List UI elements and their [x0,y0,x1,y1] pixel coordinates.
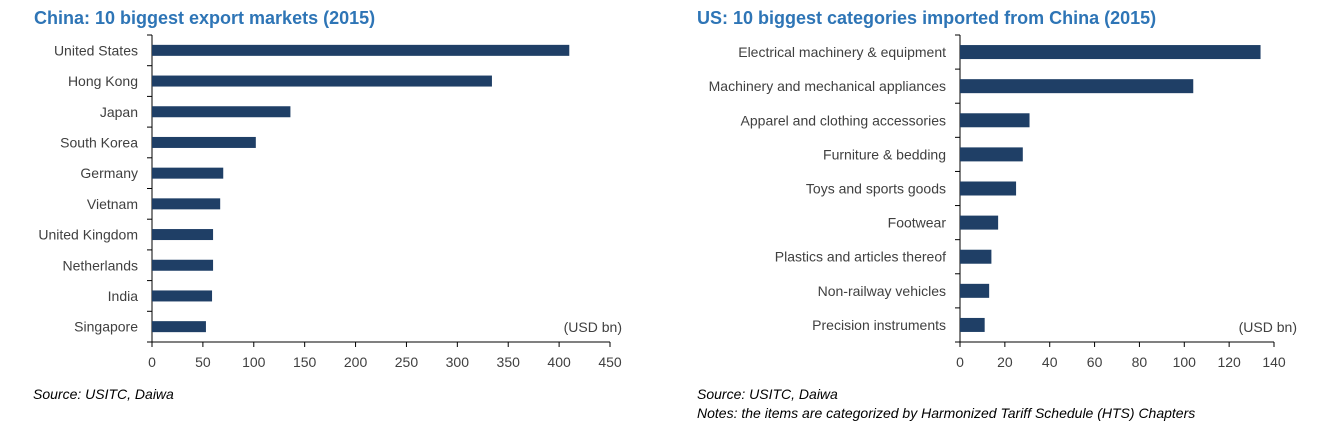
chart1-x-tick-label: 0 [148,354,156,370]
chart1-category-label: United States [54,42,138,58]
chart2-title: US: 10 biggest categories imported from … [697,8,1157,28]
chart2-x-tick-label: 20 [997,354,1013,370]
chart1-category-label: India [108,288,139,304]
chart1-bar [152,290,213,302]
chart2-unit-label: (USD bn) [1239,319,1297,335]
chart1-source: Source: USITC, Daiwa [33,386,174,402]
chart2-category-label: Apparel and clothing accessories [741,112,946,128]
chart1-bar [152,136,256,148]
chart2-bar [960,283,990,298]
chart2-category-label: Footwear [888,215,947,231]
chart1-category-label: Vietnam [87,196,138,212]
chart2-notes: Notes: the items are categorized by Harm… [697,405,1196,421]
chart2-category-label: Plastics and articles thereof [775,249,946,265]
chart2-bar [960,181,1017,196]
chart1-category-label: Japan [100,104,138,120]
chart2-category-label: Furniture & bedding [823,146,946,162]
chart2-x-tick-label: 60 [1087,354,1103,370]
chart1-bar [152,75,492,87]
chart1-x-tick-label: 450 [598,354,622,370]
chart1-category-label: Singapore [74,319,138,335]
chart2-x-tick-label: 40 [1042,354,1058,370]
chart1-bar [152,229,214,241]
chart1-category-label: Hong Kong [68,73,138,89]
chart2-x-tick-label: 80 [1132,354,1148,370]
chart1-x-tick-label: 250 [395,354,419,370]
chart2-category-label: Precision instruments [812,317,946,333]
chart1-x-tick-label: 400 [547,354,571,370]
chart1-title: China: 10 biggest export markets (2015) [34,8,376,28]
chart2-category-label: Non-railway vehicles [818,283,946,299]
chart1-unit-label: (USD bn) [564,319,622,335]
chart2-bar [960,79,1194,94]
chart1-x-tick-label: 350 [497,354,521,370]
chart1-bar [152,167,224,179]
chart2-x-tick-label: 100 [1173,354,1197,370]
chart1-x-tick-label: 50 [195,354,211,370]
chart2-bar [960,249,992,264]
chart1-category-label: Germany [80,165,138,181]
chart1-category-label: Netherlands [63,257,139,273]
chart1-bar [152,259,214,271]
chart1-x-tick-label: 150 [293,354,317,370]
chart2-category-label: Electrical machinery & equipment [738,44,946,60]
chart1-category-label: South Korea [60,134,138,150]
chart2-bar [960,147,1023,162]
chart1-x-tick-label: 100 [242,354,266,370]
chart1-bar [152,106,291,118]
chart1-bar [152,321,206,333]
chart2-x-tick-label: 0 [956,354,964,370]
chart2-bar [960,113,1030,128]
chart1-category-label: United Kingdom [38,227,138,243]
chart2-bar [960,45,1261,60]
chart2-category-label: Machinery and mechanical appliances [709,78,946,94]
chart2-x-tick-label: 140 [1262,354,1286,370]
chart1-x-tick-label: 200 [344,354,368,370]
chart1-x-tick-label: 300 [446,354,470,370]
chart1-bar [152,44,570,56]
chart1-bar [152,198,221,210]
chart2-bar [960,215,999,230]
chart2-source: Source: USITC, Daiwa [697,386,838,402]
chart2-x-tick-label: 120 [1217,354,1241,370]
chart2-bar [960,317,985,332]
chart2-category-label: Toys and sports goods [806,181,946,197]
